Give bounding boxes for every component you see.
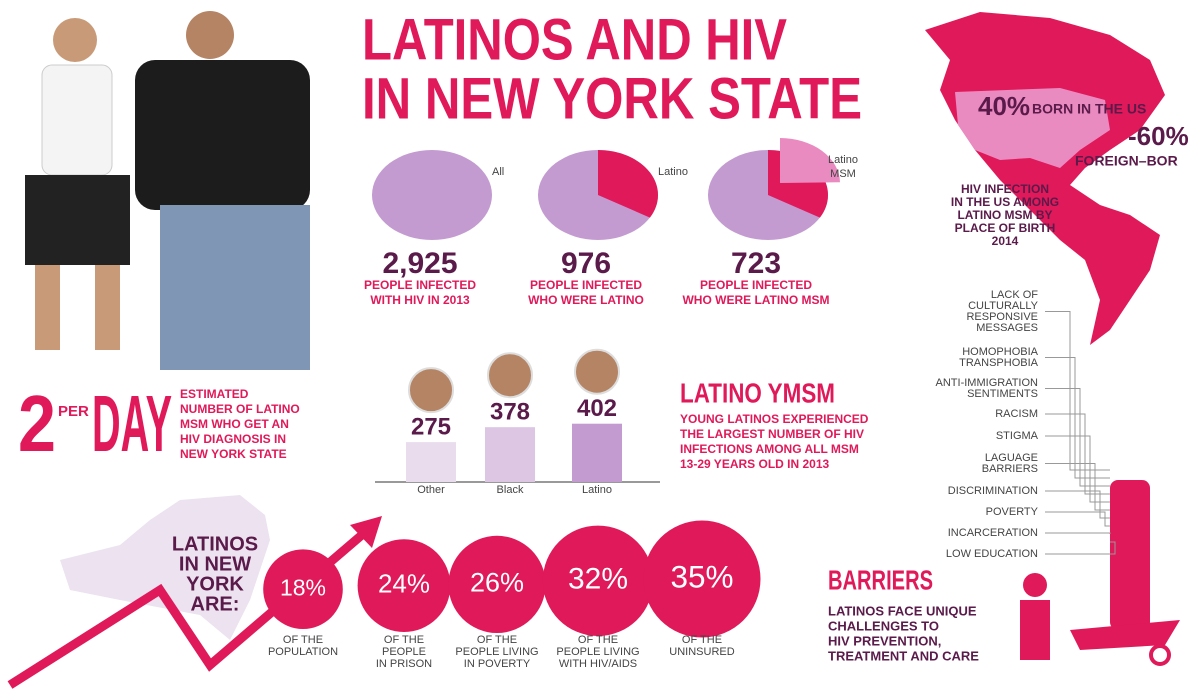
barrier-item: BARRIERS bbox=[982, 463, 1038, 475]
barriers-title: BARRIERS bbox=[828, 564, 933, 595]
pie-caption: WHO WERE LATINO bbox=[528, 293, 644, 307]
stat-caption: OF THE bbox=[578, 634, 618, 646]
bar-category: Other bbox=[417, 484, 445, 496]
pie-caption: PEOPLE INFECTED bbox=[530, 278, 642, 292]
barrier-connector bbox=[1045, 491, 1110, 518]
pie-count: 723 bbox=[731, 247, 781, 280]
ymsm-caption: YOUNG LATINOS EXPERIENCED bbox=[680, 412, 869, 426]
title-line: IN NEW YORK STATE bbox=[362, 66, 862, 131]
per-day-caption: NEW YORK STATE bbox=[180, 447, 287, 461]
stat-caption: IN POVERTY bbox=[464, 658, 531, 670]
ny-title: YORK bbox=[186, 573, 244, 595]
barriers-caption: CHALLENGES TO bbox=[828, 618, 939, 633]
ymsm-title: LATINO YMSM bbox=[680, 377, 835, 408]
ny-title: LATINOS bbox=[172, 533, 258, 555]
pie-base bbox=[372, 150, 492, 240]
stat-caption: OF THE bbox=[682, 634, 722, 646]
bar-value: 402 bbox=[577, 395, 617, 422]
barrier-connector bbox=[1045, 533, 1110, 534]
bar bbox=[406, 442, 456, 482]
bar bbox=[485, 427, 535, 482]
foreign-value: -60% bbox=[1128, 121, 1188, 151]
pie-caption: PEOPLE INFECTED bbox=[700, 278, 812, 292]
barrier-item: SENTIMENTS bbox=[967, 388, 1038, 400]
barrier-connector bbox=[1045, 414, 1110, 494]
per-day-caption: NUMBER OF LATINO bbox=[180, 402, 300, 416]
pie-caption: WHO WERE LATINO MSM bbox=[682, 293, 829, 307]
bar-category: Latino bbox=[582, 484, 612, 496]
ymsm-caption: THE LARGEST NUMBER OF HIV bbox=[680, 427, 864, 441]
stat-caption: OF THE bbox=[384, 634, 424, 646]
ymsm-caption: 13-29 YEARS OLD IN 2013 bbox=[680, 457, 830, 471]
map-caption: IN THE US AMONG bbox=[951, 195, 1059, 209]
stat-value: 18% bbox=[280, 574, 326, 600]
americas-map bbox=[925, 12, 1165, 345]
stat-caption: PEOPLE bbox=[382, 646, 426, 658]
map-caption: 2014 bbox=[992, 234, 1019, 248]
people-photo bbox=[25, 11, 310, 370]
bar-value: 275 bbox=[411, 413, 451, 440]
barriers-caption: HIV PREVENTION, bbox=[828, 633, 941, 648]
stat-value: 32% bbox=[568, 563, 628, 596]
barrier-connector bbox=[1045, 389, 1110, 487]
map-caption: HIV INFECTION bbox=[961, 182, 1049, 196]
barrier-item: RACISM bbox=[995, 408, 1038, 420]
barriers-caption: TREATMENT AND CARE bbox=[828, 648, 979, 663]
pie-label: MSM bbox=[830, 168, 856, 180]
born-us-text: BORN IN THE US bbox=[1032, 101, 1146, 117]
infographic: LATINOS AND HIV IN NEW YORK STATE 2 PER … bbox=[0, 0, 1188, 690]
ny-title: IN NEW bbox=[179, 553, 251, 575]
barrier-connector bbox=[1045, 542, 1115, 554]
ymsm-caption: INFECTIONS AMONG ALL MSM bbox=[680, 442, 859, 456]
pie-caption: PEOPLE INFECTED bbox=[364, 278, 476, 292]
barrier-connector bbox=[1045, 358, 1110, 479]
barrier-item: INCARCERATION bbox=[948, 527, 1038, 539]
pie-count: 976 bbox=[561, 247, 611, 280]
bar bbox=[572, 424, 622, 482]
barrier-item: POVERTY bbox=[986, 506, 1039, 518]
map-caption: LATINO MSM BY bbox=[957, 208, 1052, 222]
stat-value: 35% bbox=[670, 558, 733, 594]
pie-label: All bbox=[492, 166, 504, 178]
per-day-per: PER bbox=[58, 403, 89, 420]
per-day-number: 2 bbox=[18, 379, 56, 468]
pie-label: Latino bbox=[828, 154, 858, 166]
barrier-item: TRANSPHOBIA bbox=[959, 357, 1039, 369]
barrier-item: MESSAGES bbox=[976, 322, 1038, 334]
pie-label: Latino bbox=[658, 166, 688, 178]
born-us-value: 40% bbox=[978, 91, 1030, 121]
foreign-text: FOREIGN–BOR bbox=[1075, 153, 1178, 169]
bar-category: Black bbox=[497, 484, 524, 496]
title-line: LATINOS AND HIV bbox=[362, 7, 787, 72]
map-caption: PLACE OF BIRTH bbox=[955, 221, 1056, 235]
face-photo bbox=[575, 350, 619, 394]
stat-value: 24% bbox=[378, 568, 430, 598]
per-day-caption: MSM WHO GET AN bbox=[180, 417, 289, 431]
barriers-caption: LATINOS FACE UNIQUE bbox=[828, 603, 977, 618]
face-photo bbox=[488, 353, 532, 397]
bar-value: 378 bbox=[490, 399, 530, 426]
stat-caption: OF THE bbox=[283, 634, 323, 646]
per-day-caption: HIV DIAGNOSIS IN bbox=[180, 432, 286, 446]
per-day-caption: ESTIMATED bbox=[180, 387, 249, 401]
stat-caption: WITH HIV/AIDS bbox=[559, 658, 637, 670]
stat-caption: UNINSURED bbox=[669, 646, 734, 658]
per-day-day: DAY bbox=[92, 379, 172, 468]
stat-caption: POPULATION bbox=[268, 646, 338, 658]
face-photo bbox=[409, 368, 453, 412]
pie-caption: WITH HIV IN 2013 bbox=[370, 293, 470, 307]
ny-title: ARE: bbox=[191, 593, 240, 615]
pie-count: 2,925 bbox=[382, 247, 457, 280]
stat-caption: PEOPLE LIVING bbox=[556, 646, 639, 658]
stat-caption: PEOPLE LIVING bbox=[455, 646, 538, 658]
barrier-item: STIGMA bbox=[996, 430, 1039, 442]
barrier-item: LOW EDUCATION bbox=[946, 548, 1038, 560]
stat-value: 26% bbox=[470, 568, 524, 598]
stat-caption: IN PRISON bbox=[376, 658, 432, 670]
barrier-item: DISCRIMINATION bbox=[948, 485, 1038, 497]
stat-caption: OF THE bbox=[477, 634, 517, 646]
